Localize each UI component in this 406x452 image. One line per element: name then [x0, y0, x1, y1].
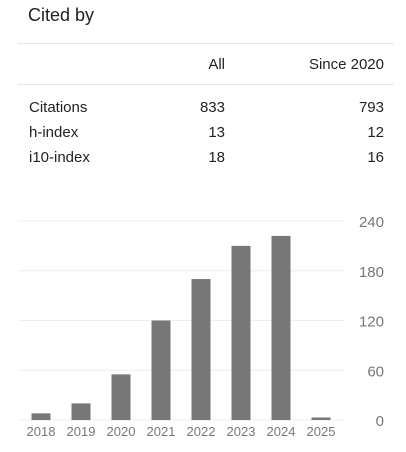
column-header-all: All [208, 56, 225, 73]
x-tick-label: 2025 [307, 424, 336, 439]
row-all-value: 13 [208, 124, 225, 141]
bar-2025[interactable] [311, 417, 331, 420]
row-all-value: 18 [208, 149, 225, 166]
row-since-value: 12 [367, 124, 384, 141]
row-label: i10-index [29, 149, 90, 166]
divider-under-header [18, 84, 394, 85]
bar-2024[interactable] [271, 235, 291, 420]
x-tick-label: 2019 [67, 424, 96, 439]
divider-top [18, 43, 394, 44]
y-tick-label: 60 [367, 363, 384, 380]
y-tick-label: 120 [359, 314, 384, 331]
citations-by-year-chart: 0 60 120 180 240 2018 2019 2020 2021 2022 2023 2024… [0, 200, 406, 450]
table-row-h-index: h-index 13 12 [0, 124, 406, 148]
row-since-value: 793 [358, 99, 384, 116]
table-row-i10-index: i10-index 18 16 [0, 149, 406, 173]
row-since-value: 16 [367, 149, 384, 166]
bar-2019[interactable] [71, 403, 91, 420]
y-tick-label: 0 [376, 413, 384, 430]
chart-svg: 0 60 120 180 240 2018 2019 2020 2021 2022 2023 2024… [18, 214, 384, 439]
table-row-citations: Citations 833 793 [0, 99, 406, 123]
x-tick-label: 2024 [267, 424, 296, 439]
bar-2018[interactable] [31, 413, 51, 420]
row-all-value: 833 [199, 99, 225, 116]
row-label: Citations [29, 99, 88, 116]
x-tick-label: 2021 [147, 424, 176, 439]
y-tick-label: 240 [359, 214, 384, 231]
bar-2023[interactable] [231, 245, 251, 420]
bar-2022[interactable] [191, 279, 211, 420]
x-tick-label: 2022 [187, 424, 216, 439]
x-tick-label: 2018 [27, 424, 56, 439]
x-tick-label: 2020 [107, 424, 136, 439]
cited-by-title: Cited by [28, 5, 95, 25]
bar-2020[interactable] [111, 374, 131, 420]
bar-2021[interactable] [151, 320, 171, 421]
x-tick-label: 2023 [227, 424, 256, 439]
column-header-since-2020: Since 2020 [308, 56, 384, 73]
row-label: h-index [29, 124, 79, 141]
y-tick-label: 180 [359, 264, 384, 281]
